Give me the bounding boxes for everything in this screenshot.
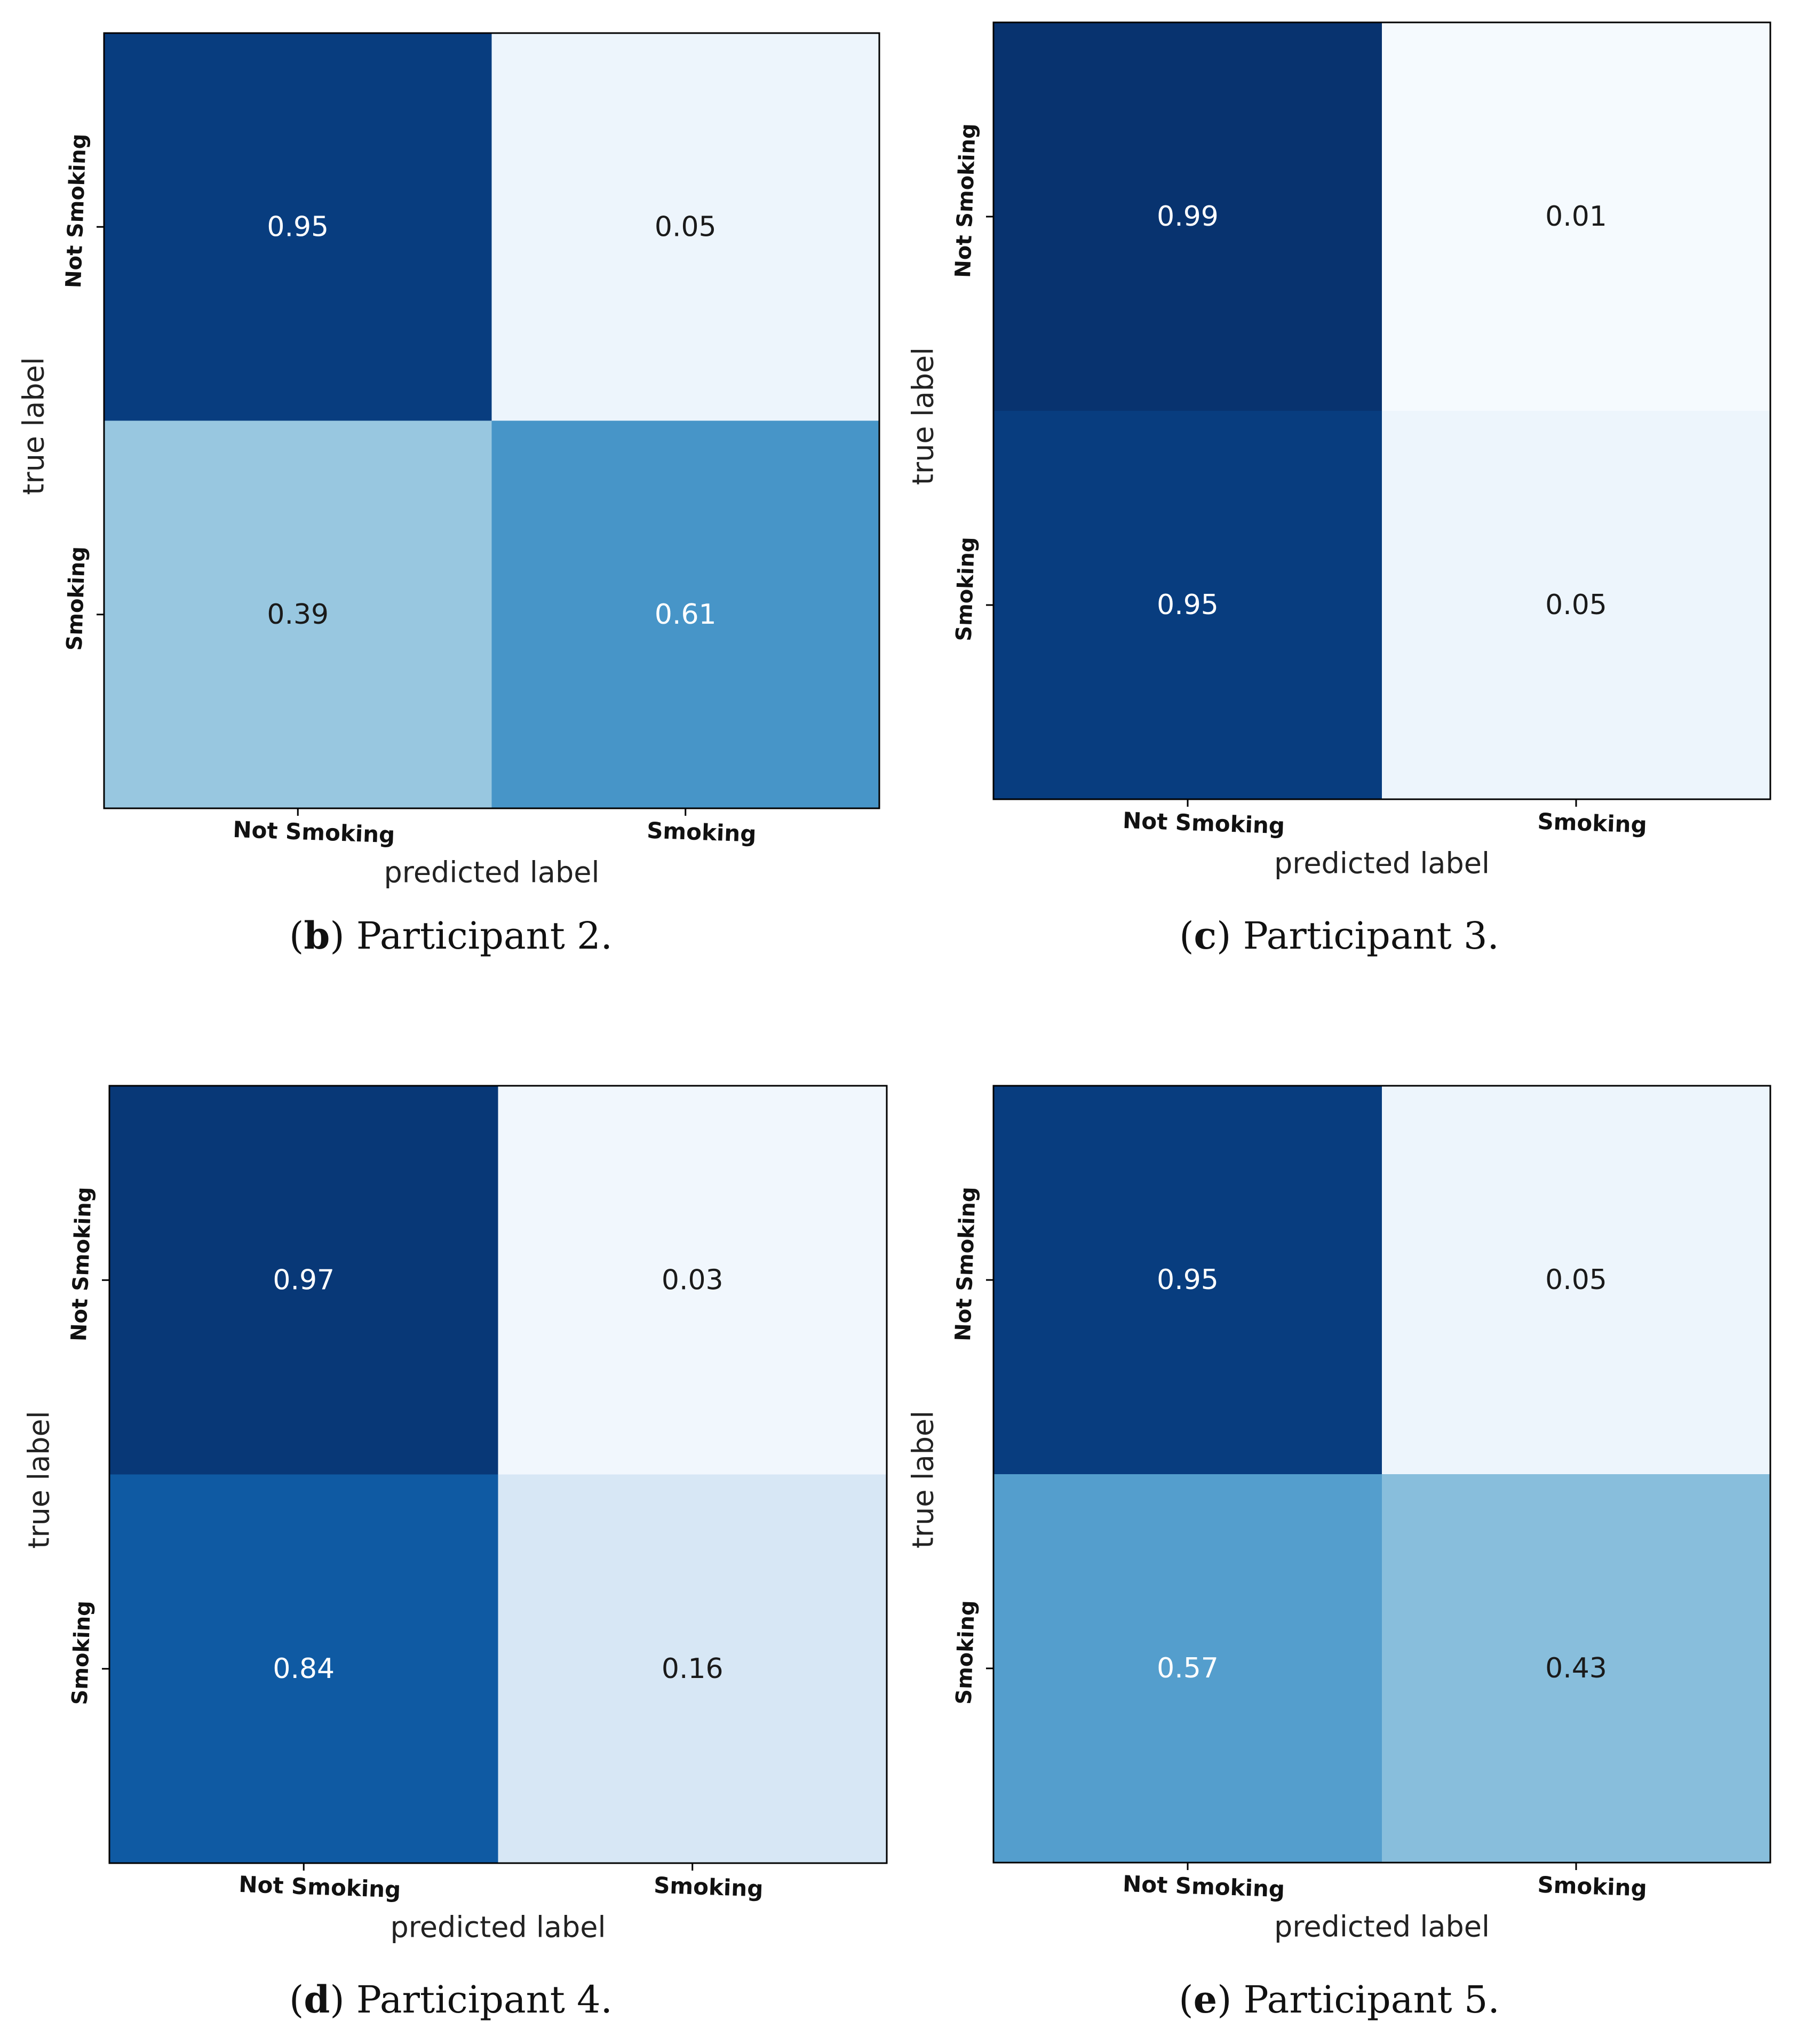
y-axis-title: true label [907,347,940,486]
heatmap-cell [993,22,1382,411]
y-tick-label: Not Smoking [951,123,981,279]
heatmap-cell [1382,411,1771,800]
heatmap-cell [1382,1086,1771,1475]
cell-value-label: 0.84 [273,1653,335,1685]
panel-letter: c [1194,913,1217,958]
y-axis-title: true label [907,1411,940,1549]
x-axis-title: predicted label [391,1911,606,1944]
panel-caption: (c) Participant 3. [1179,913,1499,958]
plot-frame [108,1085,888,1864]
y-tick-label: Smoking [952,537,980,642]
y-tick-label: Smoking [62,546,91,651]
heatmap-cell [104,33,492,421]
cell-value-label: 0.05 [1545,589,1607,621]
panel-caption: (b) Participant 2. [289,913,613,958]
x-tick-label: Not Smoking [238,1871,401,1903]
plot-frame [992,21,1771,800]
cell-value-label: 0.95 [267,211,329,243]
heatmap-cell [104,420,492,809]
heatmap-cell [993,1086,1382,1475]
confusion-matrix-panel-b: 0.95 0.05 0.39 0.61 Not Smoking Smoking Not Sm… [17,32,880,958]
panel-letter: d [304,1977,330,2022]
heatmap-cell [498,1474,887,1864]
y-tick-label: Not Smoking [61,133,91,289]
confusion-matrix-panel-d: 0.97 0.03 0.84 0.16 Not Smoking Smoking Not Sm… [22,1085,888,2022]
x-tick-label: Smoking [1537,808,1648,838]
cell-value-label: 0.05 [655,211,717,243]
x-axis-title: predicted label [1274,1910,1490,1944]
y-tick-label: Smoking [952,1600,980,1705]
panel-letter: e [1194,1977,1218,2022]
cell-value-label: 0.03 [662,1264,723,1296]
cell-value-label: 0.01 [1545,201,1607,233]
plot-frame [992,1085,1771,1864]
x-tick-label: Smoking [646,817,757,847]
heatmap-cell [993,1474,1382,1863]
x-tick-label: Not Smoking [233,816,395,848]
heatmap-cell [1382,22,1771,411]
cell-value-label: 0.39 [267,599,329,631]
panel-caption-text: ) Participant 4. [330,1978,613,2022]
heatmap-cell [109,1474,498,1864]
panel-caption-text: ) Participant 2. [330,914,613,958]
confusion-matrix-panel-c: 0.99 0.01 0.95 0.05 Not Smoking Smoking Not Sm… [907,21,1771,958]
cell-value-label: 0.95 [1157,1264,1219,1296]
plot-frame [103,32,880,809]
cell-value-label: 0.57 [1157,1652,1219,1684]
panel-caption-text: ) Participant 3. [1216,914,1499,958]
y-tick-label: Not Smoking [67,1187,97,1342]
cell-value-label: 0.05 [1545,1264,1607,1296]
cell-value-label: 0.43 [1545,1652,1607,1684]
x-tick-label: Not Smoking [1122,1871,1285,1903]
heatmap-cell [491,420,880,809]
panel-caption: (e) Participant 5. [1179,1977,1499,2022]
cell-value-label: 0.61 [655,599,717,631]
heatmap-cell [498,1086,887,1475]
heatmap-cell [491,33,880,421]
confusion-matrix-panel-e: 0.95 0.05 0.57 0.43 Not Smoking Smoking Not Sm… [907,1085,1771,2022]
cell-value-label: 0.97 [273,1264,335,1296]
y-axis-title: true label [22,1411,56,1549]
x-tick-label: Smoking [1537,1872,1648,1902]
x-tick-label: Smoking [653,1872,764,1902]
y-axis-title: true label [17,357,51,495]
cell-value-label: 0.16 [662,1653,723,1685]
panel-caption-text: ) Participant 5. [1217,1978,1500,2022]
panel-letter: b [304,913,330,958]
heatmap-cell [109,1086,498,1475]
x-tick-label: Not Smoking [1122,807,1285,839]
y-tick-label: Not Smoking [951,1187,981,1342]
heatmap-cell [993,411,1382,800]
cell-value-label: 0.95 [1157,589,1219,621]
cell-value-label: 0.99 [1157,201,1219,233]
x-axis-title: predicted label [1274,847,1490,880]
heatmap-cell [1382,1474,1771,1863]
y-tick-label: Smoking [68,1600,96,1705]
panel-caption: (d) Participant 4. [289,1977,613,2022]
x-axis-title: predicted label [384,856,600,889]
